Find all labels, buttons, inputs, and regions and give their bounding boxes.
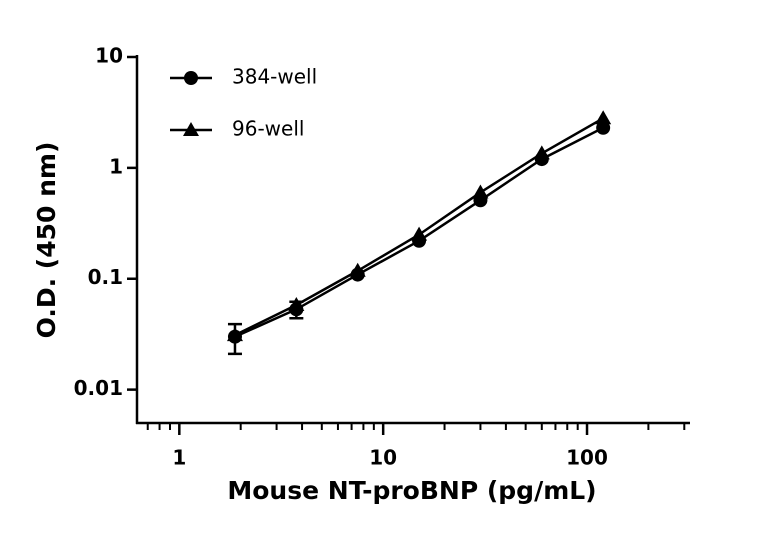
x-tick-label: 10 xyxy=(369,446,397,470)
x-tick-label: 100 xyxy=(566,446,608,470)
legend-marker xyxy=(183,122,199,136)
data-point xyxy=(595,110,612,125)
x-tick-label: 1 xyxy=(172,446,186,470)
x-axis-label: Mouse NT-proBNP (pg/mL) xyxy=(227,476,596,505)
y-tick-label: 0.1 xyxy=(88,265,123,289)
y-tick-label: 0.01 xyxy=(74,376,123,400)
y-axis-label: O.D. (450 nm) xyxy=(32,142,61,339)
y-tick-label: 10 xyxy=(95,44,123,68)
data-point xyxy=(349,262,366,277)
data-point xyxy=(411,226,428,241)
y-tick-label: 1 xyxy=(109,154,123,178)
data-point xyxy=(472,184,489,199)
data-point xyxy=(288,296,305,311)
legend-label: 384-well xyxy=(232,65,317,89)
legend-marker xyxy=(184,71,198,85)
data-point xyxy=(533,145,550,160)
legend-label: 96-well xyxy=(232,117,304,141)
data-point xyxy=(226,327,243,342)
